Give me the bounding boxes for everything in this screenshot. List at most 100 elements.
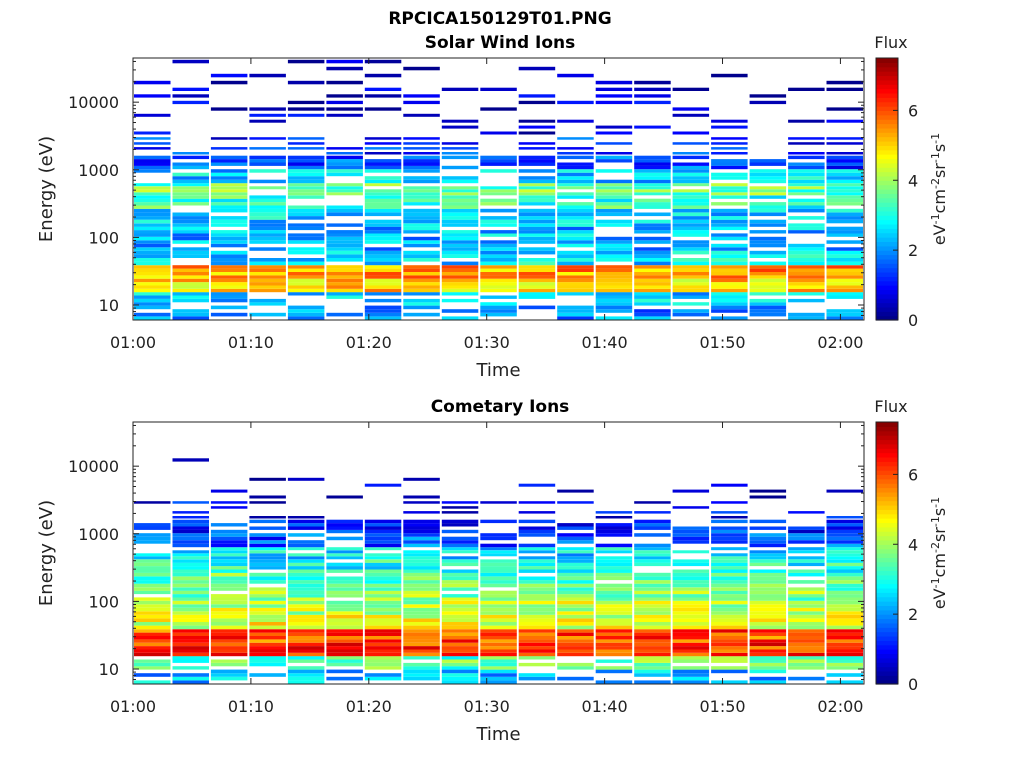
heatmap-cell [595,131,633,135]
heatmap-cell [634,155,671,160]
heatmap-cell [749,652,787,657]
colorbar-step [876,175,898,181]
heatmap-cell [441,662,479,667]
heatmap-cell [249,572,286,577]
heatmap-cell [287,666,325,670]
heatmap-cell [364,553,402,557]
heatmap-cell [711,666,748,670]
heatmap-cell [711,680,748,684]
heatmap-cell [826,275,863,279]
heatmap-cell [403,673,440,677]
heatmap-cell [595,186,633,190]
heatmap-cell [249,205,286,209]
heatmap-cell [364,523,402,527]
heatmap-cell [249,162,286,166]
heatmap-cell [134,285,171,289]
heatmap-cell [634,247,671,251]
heatmap-cell [134,646,171,650]
heatmap-cell [672,506,710,509]
heatmap-cell [826,233,863,237]
heatmap-cell [172,172,209,177]
heatmap-cell [364,205,402,209]
colorbar-step [876,522,898,528]
heatmap-cell [595,288,633,293]
heatmap-cell [134,226,171,231]
heatmap-cell [711,208,748,213]
heatmap-cell [134,642,171,647]
heatmap-cell [287,247,325,251]
heatmap-cell [557,202,594,206]
heatmap-cell [634,519,671,524]
heatmap-cell [287,629,325,633]
heatmap-cell [672,646,710,650]
heatmap-cell [672,618,710,622]
heatmap-cell [441,600,479,605]
heatmap-cell [595,594,633,598]
heatmap-cell [826,261,863,266]
heatmap-cell [595,219,633,224]
heatmap-cell [134,659,171,663]
heatmap-cell [172,288,209,293]
heatmap-cell [326,152,363,155]
heatmap-cell [557,230,594,234]
heatmap-cell [364,165,402,170]
heatmap-cell [788,176,825,180]
heatmap-cell [788,646,825,650]
heatmap-cell [364,107,402,111]
heatmap-cell [826,230,863,234]
heatmap-cell [518,556,556,560]
heatmap-cell [595,195,633,199]
heatmap-cell [441,254,479,258]
heatmap-cell [634,550,671,554]
heatmap-cell [134,219,171,224]
heatmap-cell [749,526,787,530]
heatmap-cell [749,569,787,573]
heatmap-cell [518,673,556,677]
heatmap-cell [364,580,402,584]
heatmap-cell [210,529,248,534]
heatmap-cell [557,604,594,608]
heatmap-cell [749,533,787,537]
heatmap-cell [403,219,440,224]
heatmap-cell [287,223,325,227]
heatmap-cell [826,195,863,199]
heatmap-cell [788,580,825,584]
heatmap-cell [634,636,671,640]
heatmap-cell [326,100,363,105]
heatmap-cell [749,208,787,213]
heatmap-cell [480,649,517,653]
heatmap-cell [826,192,863,196]
heatmap-cell [749,622,787,626]
heatmap-cell [595,600,633,605]
heatmap-cell [595,576,633,581]
heatmap-cell [287,559,325,563]
heatmap-cell [518,529,556,534]
heatmap-cell [595,236,633,241]
heatmap-cell [172,673,209,677]
heatmap-cell [441,189,479,193]
heatmap-cell [480,607,517,612]
heatmap-cell [364,632,402,636]
colorbar-step [876,535,898,541]
heatmap-cell [518,179,556,184]
heatmap-cell [172,646,209,650]
heatmap-cell [749,223,787,227]
heatmap-cell [210,192,248,196]
heatmap-cell [557,275,594,279]
heatmap-cell [672,656,710,660]
heatmap-cell [403,198,440,203]
heatmap-cell [480,566,517,570]
heatmap-cell [403,569,440,573]
heatmap-cell [480,673,517,677]
heatmap-cell [480,265,517,269]
heatmap-cell [441,165,479,170]
heatmap-cell [595,305,633,310]
heatmap-cell [326,278,363,283]
heatmap-cell [134,243,171,248]
heatmap-cell [403,662,440,667]
heatmap-cell [595,523,633,527]
heatmap-cell [249,202,286,206]
colorbar-step [876,223,898,229]
heatmap-cell [557,662,594,667]
